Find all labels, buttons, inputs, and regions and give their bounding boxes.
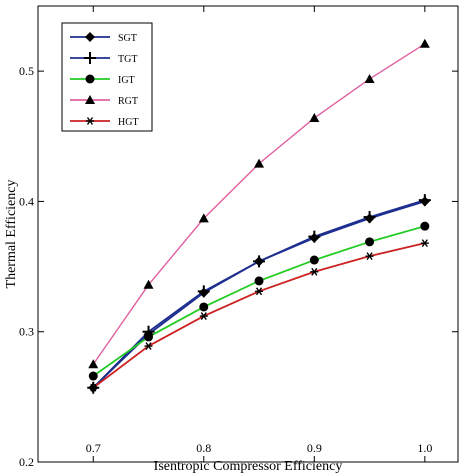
legend-item-tgt: TGT (70, 52, 137, 65)
legend-label: TGT (118, 54, 137, 65)
data-point-rgt (309, 113, 320, 123)
x-axis-label: Isentropic Compressor Efficiency (154, 459, 343, 474)
legend-item-igt: IGT (70, 74, 135, 86)
data-point-tgt (363, 211, 376, 224)
data-point-tgt (197, 285, 210, 298)
legend-label: RGT (118, 96, 138, 107)
legend-box (61, 22, 153, 132)
y-tick-label: 0.2 (19, 455, 34, 469)
y-tick-label: 0.4 (19, 194, 34, 208)
x-tick-label: 0.7 (86, 441, 101, 455)
axis-ticks: 0.7 0.8 0.9 1.0 0.2 0.3 0.4 0.5 (19, 6, 458, 469)
legend: SGT TGT IGT RGT HGT (61, 22, 153, 132)
x-tick-label: 0.9 (307, 441, 322, 455)
data-point-hgt (199, 312, 208, 320)
data-point-hgt (365, 252, 374, 261)
plot-frame (37, 5, 459, 463)
data-point-igt (199, 302, 209, 312)
data-point-rgt (254, 158, 265, 168)
legend-label: IGT (118, 75, 135, 86)
data-point-rgt (143, 279, 154, 289)
data-point-igt (365, 237, 375, 247)
y-axis-label: Thermal Efficiency (4, 180, 19, 289)
data-point-tgt (308, 230, 321, 243)
data-point-tgt (418, 194, 431, 207)
data-point-igt (144, 332, 154, 342)
data-point-hgt (144, 342, 153, 350)
series-markers (87, 38, 431, 394)
legend-marker-rgt (85, 95, 95, 104)
data-point-hgt (89, 383, 98, 392)
legend-item-sgt: SGT (70, 32, 137, 44)
data-point-igt (420, 221, 430, 231)
data-point-rgt (198, 213, 209, 223)
legend-marker-hgt (86, 117, 94, 125)
data-point-hgt (255, 287, 264, 296)
legend-label: SGT (118, 33, 137, 44)
legend-item-hgt: HGT (70, 117, 139, 128)
data-point-igt (309, 255, 319, 265)
data-point-hgt (310, 267, 319, 276)
data-point-tgt (253, 255, 266, 268)
series-line-igt (92, 225, 426, 377)
data-point-hgt (420, 239, 429, 248)
y-tick-label: 0.3 (19, 325, 34, 339)
legend-marker-sgt (85, 32, 95, 42)
data-point-rgt (419, 38, 430, 48)
legend-item-rgt: RGT (70, 95, 138, 107)
x-tick-label: 1.0 (417, 441, 432, 455)
data-point-igt (254, 276, 264, 286)
series-line-sgt (92, 200, 426, 389)
legend-marker-igt (85, 74, 95, 84)
data-point-rgt (364, 73, 375, 83)
data-point-igt (88, 371, 98, 381)
data-point-rgt (88, 359, 99, 369)
legend-marker-tgt (84, 52, 96, 64)
x-tick-label: 0.8 (196, 441, 211, 455)
legend-label: HGT (118, 117, 139, 128)
y-tick-label: 0.5 (19, 64, 34, 78)
